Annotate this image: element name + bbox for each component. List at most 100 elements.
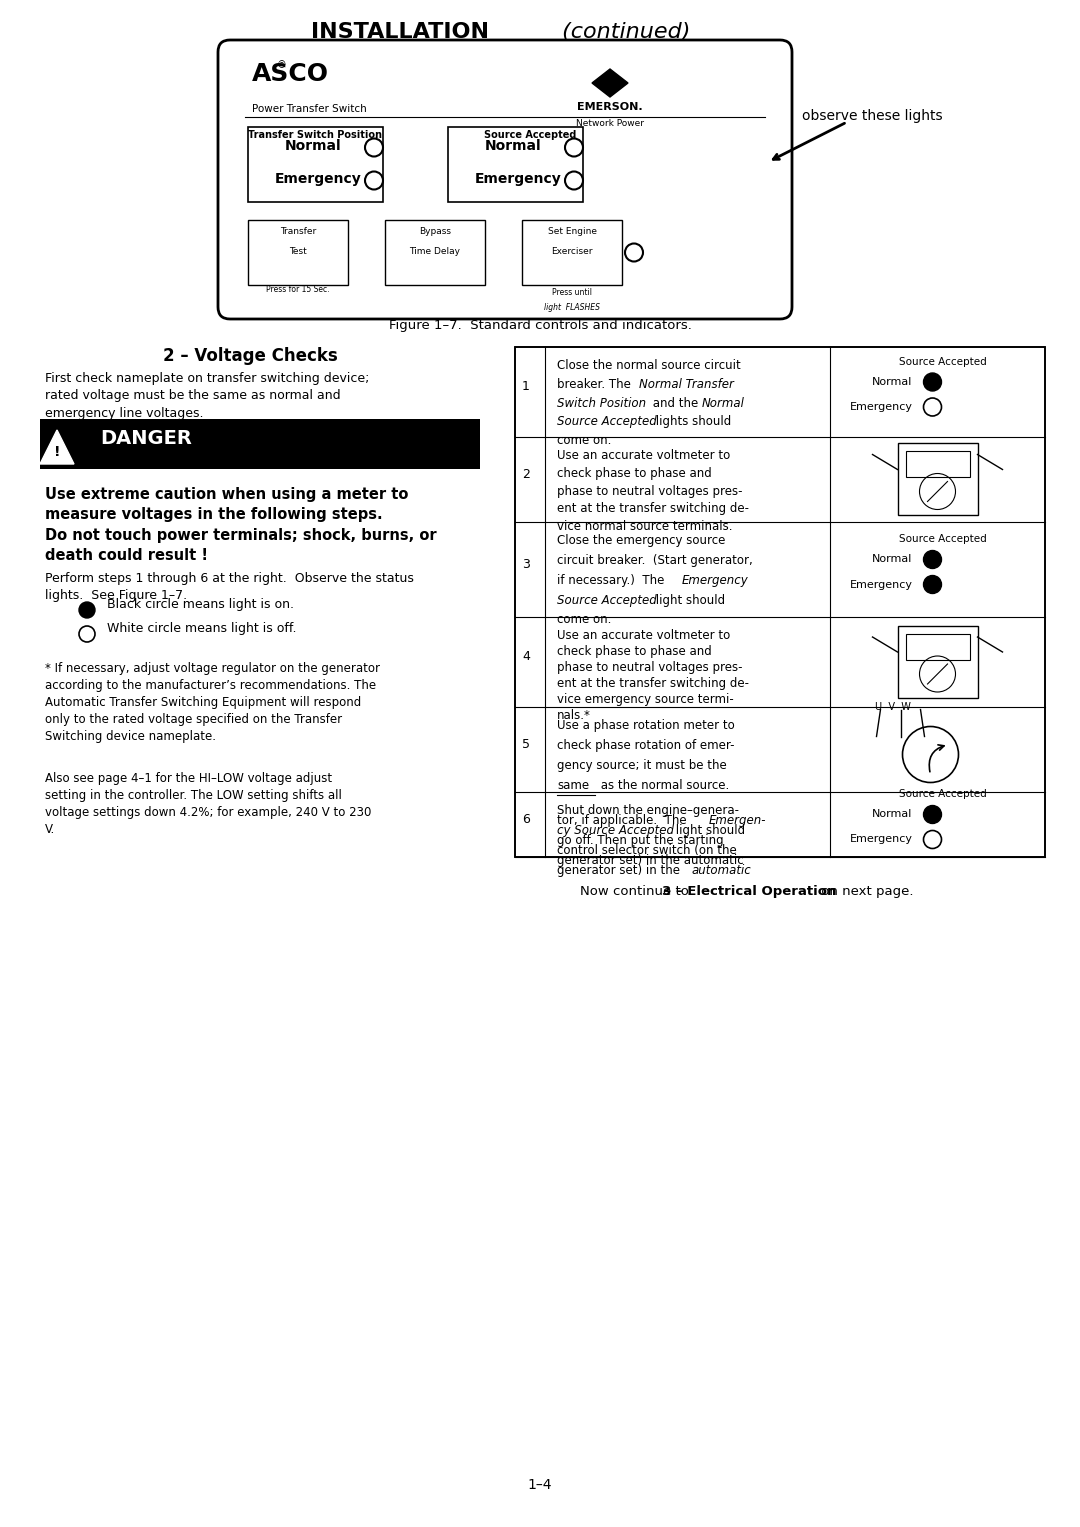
Text: Perform steps 1 through 6 at the right.  Observe the status
lights.  See Figure : Perform steps 1 through 6 at the right. … (45, 573, 414, 602)
Text: Normal: Normal (873, 554, 913, 565)
Text: Black circle means light is on.: Black circle means light is on. (107, 599, 294, 611)
Text: Source Accepted: Source Accepted (557, 594, 657, 606)
Circle shape (923, 806, 942, 823)
Text: Normal Transfer: Normal Transfer (639, 377, 734, 391)
Circle shape (923, 576, 942, 594)
Text: vice emergency source termi-: vice emergency source termi- (557, 693, 733, 705)
Text: Normal: Normal (702, 397, 745, 409)
Text: Network Power: Network Power (576, 119, 644, 128)
Bar (861, 707, 960, 789)
Text: Source Accepted: Source Accepted (484, 130, 577, 140)
Text: generator set) in the automatic: generator set) in the automatic (557, 854, 744, 867)
Text: gency source; it must be the: gency source; it must be the (557, 759, 727, 773)
Text: same: same (557, 779, 589, 793)
Text: * If necessary, adjust voltage regulator on the generator
according to the manuf: * If necessary, adjust voltage regulator… (45, 663, 380, 744)
FancyBboxPatch shape (522, 220, 622, 286)
Text: Exerciser: Exerciser (551, 247, 593, 257)
Text: Source Accepted: Source Accepted (557, 415, 657, 429)
Text: control selector switch (on the: control selector switch (on the (557, 844, 737, 857)
Bar (515, 347, 1045, 857)
Text: light should: light should (652, 594, 725, 606)
Text: White circle means light is off.: White circle means light is off. (107, 623, 297, 635)
Text: Test: Test (289, 247, 307, 257)
Text: Emergency: Emergency (850, 580, 913, 589)
Text: 4: 4 (522, 651, 530, 664)
Text: nals.*: nals.* (557, 709, 591, 722)
Text: as the normal source.: as the normal source. (597, 779, 729, 793)
Text: automatic: automatic (692, 864, 752, 876)
Text: light  FLASHES: light FLASHES (544, 302, 600, 312)
Text: INSTALLATION: INSTALLATION (311, 21, 489, 43)
Text: phase to neutral voltages pres-: phase to neutral voltages pres- (557, 661, 743, 673)
Text: 6: 6 (522, 812, 530, 826)
Text: Close the emergency source: Close the emergency source (557, 534, 726, 547)
Text: Normal: Normal (285, 139, 341, 153)
Text: (continued): (continued) (555, 21, 690, 43)
Text: 3: 3 (522, 557, 530, 571)
Text: Use a phase rotation meter to: Use a phase rotation meter to (557, 719, 734, 731)
FancyBboxPatch shape (384, 220, 485, 286)
Text: tor, if applicable.  The: tor, if applicable. The (557, 814, 690, 828)
Text: Emergency: Emergency (850, 402, 913, 412)
Text: check phase to phase and: check phase to phase and (557, 644, 712, 658)
Text: Transfer Switch Position: Transfer Switch Position (248, 130, 382, 140)
Text: Emergency: Emergency (475, 173, 562, 186)
Text: First check nameplate on transfer switching device;
rated voltage must be the sa: First check nameplate on transfer switch… (45, 373, 369, 420)
Text: Use extreme caution when using a meter to
measure voltages in the following step: Use extreme caution when using a meter t… (45, 487, 436, 563)
Circle shape (923, 399, 942, 415)
Text: Figure 1–7.  Standard controls and indicators.: Figure 1–7. Standard controls and indica… (389, 319, 691, 331)
Text: come on.: come on. (557, 614, 611, 626)
Text: breaker. The: breaker. The (557, 377, 635, 391)
Text: circuit breaker.  (Start generator,: circuit breaker. (Start generator, (557, 554, 753, 567)
Text: DANGER: DANGER (100, 429, 192, 449)
Text: check phase rotation of emer-: check phase rotation of emer- (557, 739, 734, 753)
Text: Use an accurate voltmeter to: Use an accurate voltmeter to (557, 449, 730, 463)
Text: Emergency: Emergency (681, 574, 748, 586)
Bar (905, 634, 970, 660)
Text: Source Accepted: Source Accepted (899, 789, 986, 800)
Text: ASCO: ASCO (252, 63, 329, 86)
Text: cy Source Accepted: cy Source Accepted (557, 825, 674, 837)
Bar (515, 347, 1045, 857)
Text: Press for 15 Sec.: Press for 15 Sec. (267, 286, 329, 295)
Text: ent at the transfer switching de-: ent at the transfer switching de- (557, 502, 750, 515)
Text: come on.: come on. (557, 434, 611, 447)
FancyBboxPatch shape (248, 127, 383, 202)
Text: check phase to phase and: check phase to phase and (557, 467, 712, 479)
Text: Time Delay: Time Delay (409, 247, 460, 257)
Text: 1–4: 1–4 (528, 1478, 552, 1492)
Text: generator set) in the: generator set) in the (557, 864, 684, 876)
Text: Set Engine: Set Engine (548, 228, 596, 237)
Text: Emergency: Emergency (850, 834, 913, 844)
Text: observe these lights: observe these lights (802, 108, 943, 124)
Circle shape (79, 626, 95, 641)
Text: Now continue to: Now continue to (580, 886, 693, 898)
Text: Power Transfer Switch: Power Transfer Switch (252, 104, 367, 115)
Circle shape (923, 373, 942, 391)
Text: U  V  W: U V W (875, 702, 910, 713)
Text: EMERSON.: EMERSON. (577, 102, 643, 111)
Text: Also see page 4–1 for the HI–LOW voltage adjust
setting in the controller. The L: Also see page 4–1 for the HI–LOW voltage… (45, 773, 372, 835)
Text: ®: ® (276, 60, 287, 70)
Text: Switch Position: Switch Position (557, 397, 646, 409)
Circle shape (923, 831, 942, 849)
Text: 5: 5 (522, 738, 530, 751)
Polygon shape (592, 69, 627, 98)
Text: 2 – Voltage Checks: 2 – Voltage Checks (163, 347, 337, 365)
Text: light should: light should (672, 825, 745, 837)
Text: Transfer: Transfer (280, 228, 316, 237)
Text: ent at the transfer switching de-: ent at the transfer switching de- (557, 676, 750, 690)
Circle shape (923, 551, 942, 568)
Text: Bypass: Bypass (419, 228, 451, 237)
Circle shape (79, 602, 95, 618)
Text: and the: and the (649, 397, 705, 409)
Text: Normal: Normal (873, 809, 913, 820)
Text: vice normal source terminals.: vice normal source terminals. (557, 521, 732, 533)
Text: 3 – Electrical Operation: 3 – Electrical Operation (662, 886, 836, 898)
Text: Press until: Press until (552, 289, 592, 296)
FancyBboxPatch shape (40, 418, 480, 469)
FancyBboxPatch shape (218, 40, 792, 319)
Text: Shut down the engine–genera-: Shut down the engine–genera- (557, 805, 739, 817)
FancyBboxPatch shape (448, 127, 583, 202)
Text: Close the normal source circuit: Close the normal source circuit (557, 359, 741, 373)
